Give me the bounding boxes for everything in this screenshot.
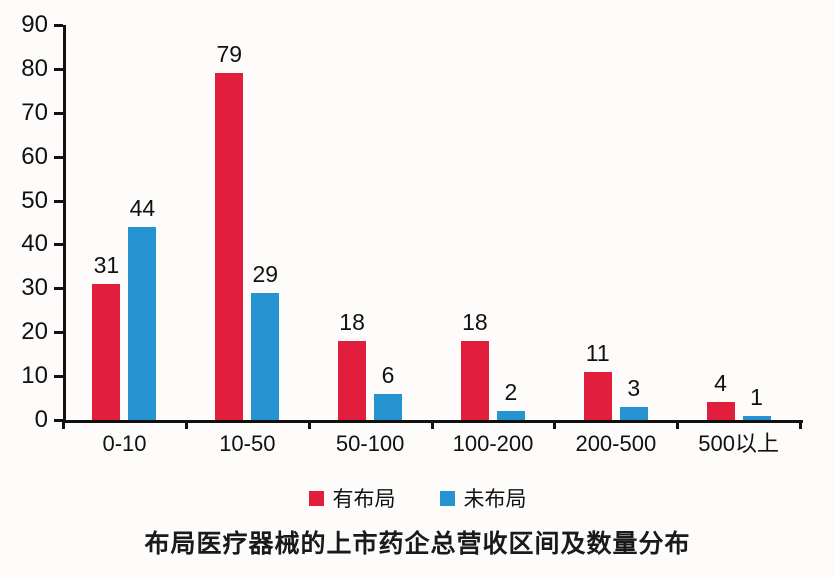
y-axis-tick-mark (54, 331, 63, 335)
y-axis-tick-label: 60 (21, 142, 48, 170)
y-axis-tick-label: 0 (34, 406, 48, 433)
y-axis-tick-mark (54, 155, 63, 159)
value-label: 4 (714, 370, 727, 397)
x-axis-category-label: 200-500 (575, 431, 657, 456)
bar-有布局-100-200 (460, 341, 489, 420)
bar-未布局-500以上 (742, 415, 771, 420)
value-label: 79 (216, 41, 243, 68)
x-axis-category-label: 0-10 (102, 431, 147, 456)
chart-title: 布局医疗器械的上市药企总营收区间及数量分布 (144, 530, 691, 558)
bar-有布局-10-50 (215, 73, 244, 420)
bar-未布局-200-500 (619, 406, 648, 420)
y-axis-tick-mark (54, 243, 63, 247)
x-axis-category-label: 500以上 (698, 431, 780, 456)
y-axis-tick-mark (54, 419, 63, 422)
y-axis-tick-label: 90 (21, 11, 48, 38)
y-axis-tick-label: 80 (21, 54, 48, 82)
x-axis-tick-mark (184, 420, 188, 429)
y-axis-tick-label: 30 (21, 274, 48, 302)
legend-label: 有布局 (332, 488, 396, 511)
x-axis-tick-mark (430, 420, 434, 429)
legend-swatch-blue (439, 490, 455, 506)
value-label: 31 (93, 251, 120, 278)
value-label: 6 (381, 361, 395, 388)
x-axis-tick-mark (62, 420, 65, 429)
legend-label: 未布局 (463, 488, 527, 511)
y-axis-tick-label: 40 (21, 230, 48, 258)
x-axis-category-label: 50-100 (335, 431, 405, 456)
value-label: 3 (627, 374, 641, 401)
value-label: 29 (252, 260, 279, 287)
y-axis-tick-mark (54, 24, 63, 27)
bar-未布局-10-50 (251, 292, 280, 420)
bar-未布局-0-10 (128, 226, 157, 420)
value-label: 1 (750, 383, 763, 410)
y-axis-tick-mark (54, 111, 63, 115)
y-axis-tick-label: 50 (21, 186, 48, 214)
legend: 有布局 未布局 (0, 483, 835, 513)
y-axis-tick-label: 20 (21, 318, 48, 346)
x-axis-tick-mark (676, 420, 680, 429)
value-label: 18 (462, 309, 488, 335)
bar-有布局-50-100 (338, 341, 367, 420)
x-axis-tick-mark (553, 420, 557, 429)
x-axis-tick-mark (799, 420, 802, 429)
legend-item-wei-buju: 未布局 (439, 483, 527, 513)
y-axis-tick-mark (54, 375, 63, 379)
value-label: 2 (504, 379, 518, 406)
y-axis-tick-mark (54, 287, 63, 291)
value-label: 11 (585, 339, 610, 366)
y-axis-tick-label: 10 (21, 362, 48, 390)
bar-有布局-0-10 (92, 283, 121, 420)
bar-有布局-500以上 (706, 402, 735, 420)
legend-swatch-red (308, 490, 324, 506)
y-axis-tick-label: 70 (21, 98, 48, 126)
bar-有布局-200-500 (583, 371, 612, 420)
plot-area (63, 25, 803, 423)
bar-未布局-50-100 (374, 393, 403, 420)
value-label: 44 (129, 194, 156, 221)
x-axis-category-label: 100-200 (452, 431, 534, 456)
y-axis-tick-mark (54, 199, 63, 203)
bar-未布局-100-200 (496, 411, 525, 420)
x-axis-category-label: 10-50 (219, 431, 276, 456)
x-axis-tick-mark (307, 420, 311, 429)
legend-item-you-buju: 有布局 (308, 483, 396, 513)
y-axis-tick-mark (54, 67, 63, 71)
value-label: 18 (339, 309, 365, 335)
